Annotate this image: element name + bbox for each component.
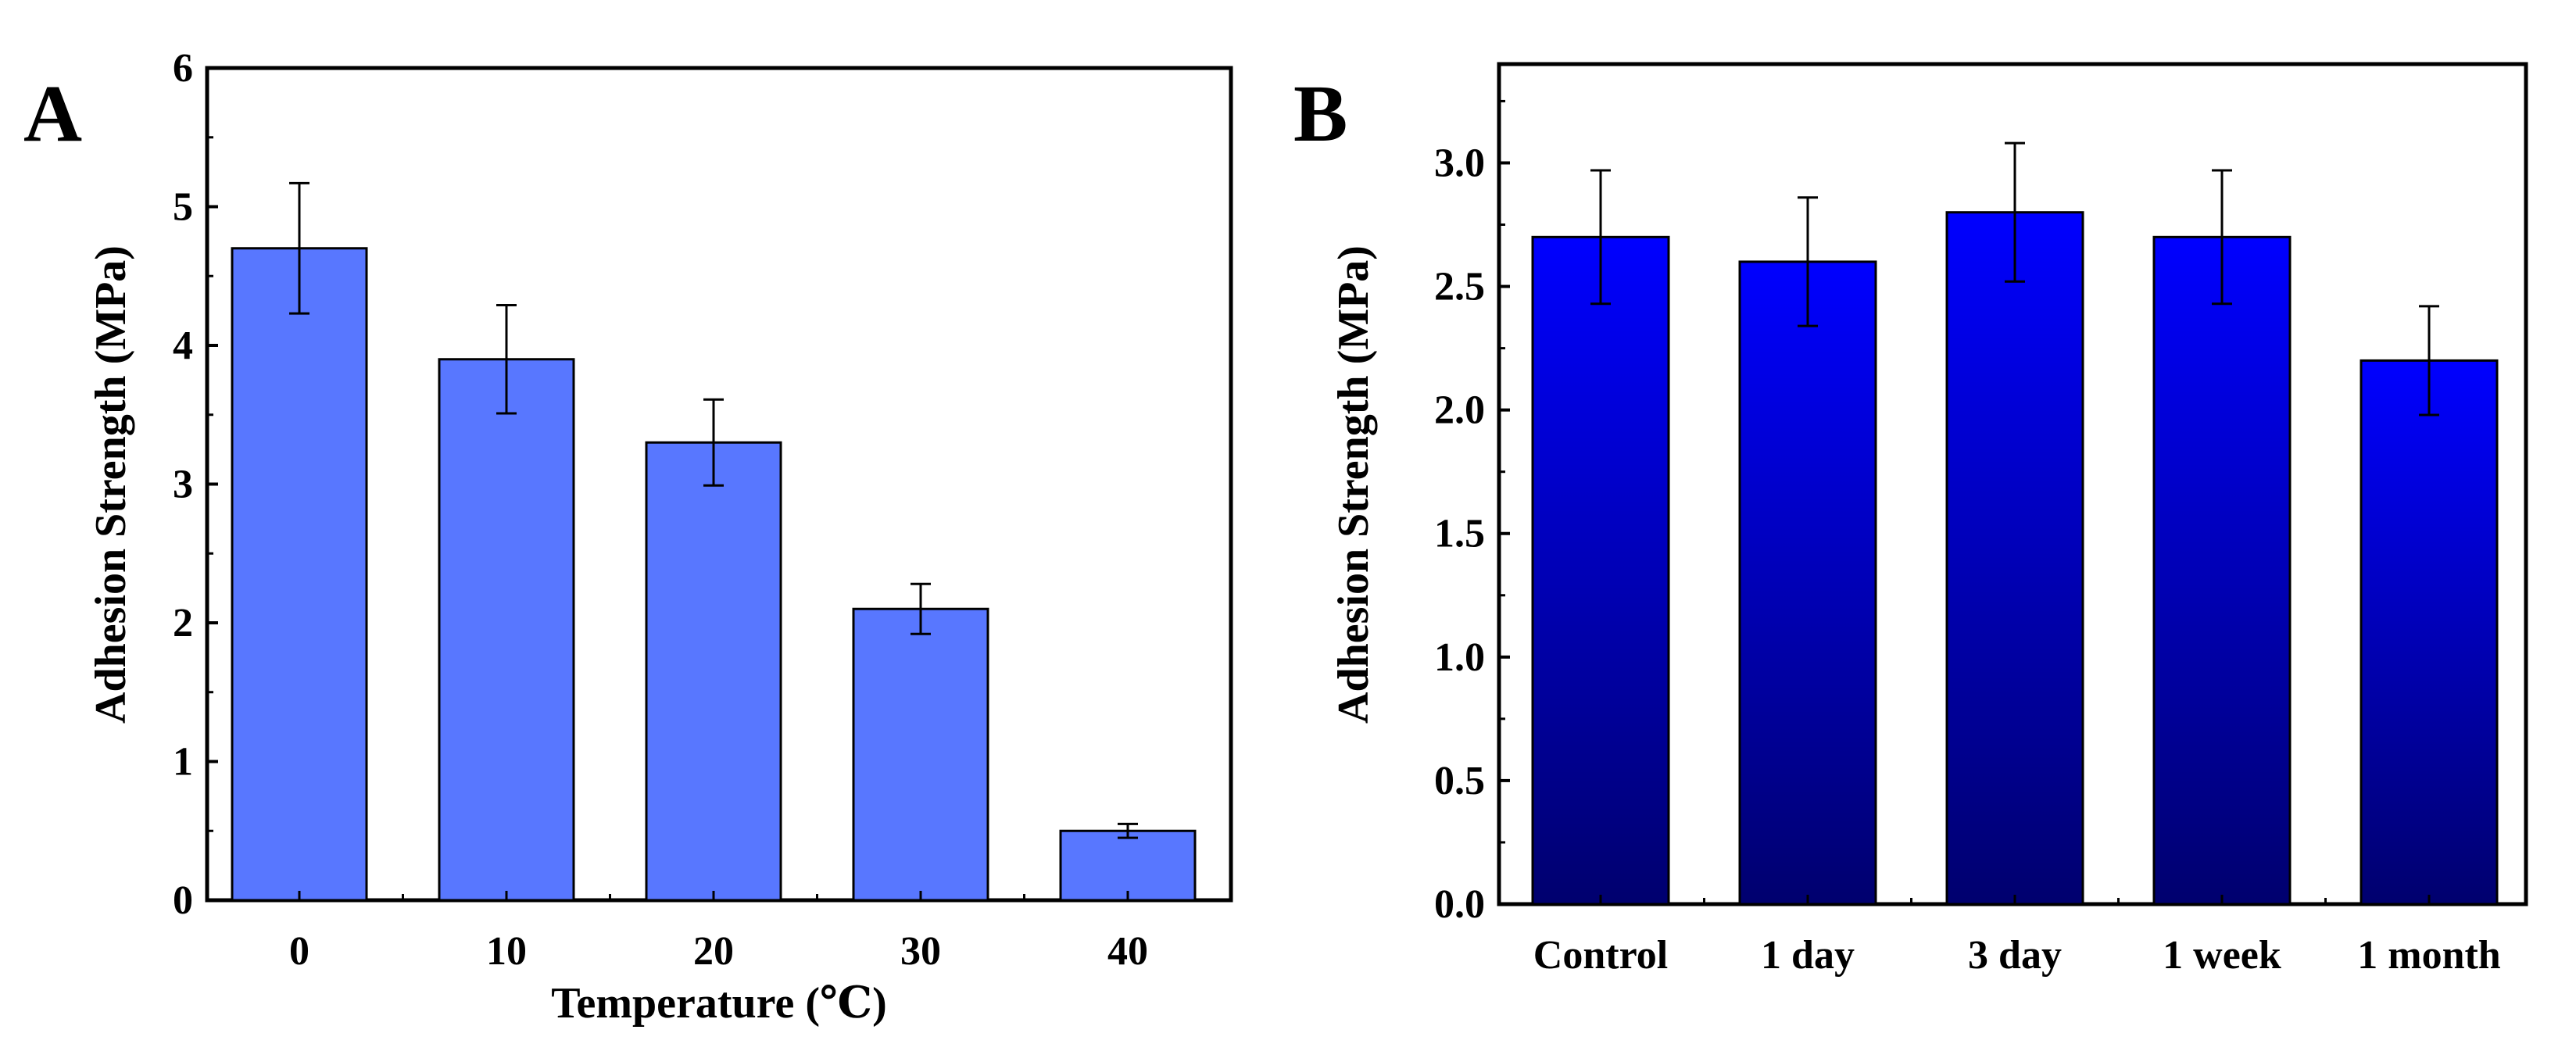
bars-b [1531,141,2499,906]
error-bar [703,398,724,487]
error-bar [911,582,931,635]
x-tick-label: 20 [693,929,734,974]
y-tick-label: 5 [173,185,193,230]
y-axis-title-b: Adhesion Strength (MPa) [1329,245,1378,724]
y-axis-a: 0 1 2 3 4 5 6 [173,46,218,923]
x-axis-a: 0 10 20 30 40 [289,891,1148,974]
x-tick-label: 0 [289,929,309,974]
bar-40 [1059,829,1197,902]
chart-panel-b: B 0.0 0.5 1.0 1.5 2.0 2.5 3.0 Control 1 day 3 da… [1293,62,2528,978]
x-tick-label: 30 [900,929,941,974]
error-bar [2212,169,2232,306]
chart-panel-a: A 0 1 2 3 4 5 6 0 10 20 30 40 Adhesion Strength (M… [23,46,1233,1028]
y-tick-label: 4 [173,324,193,368]
y-tick-label: 2.0 [1434,388,1485,433]
y-tick-label: 0 [173,878,193,923]
bar-0 [231,247,368,902]
x-axis-b: Control 1 day 3 day 1 week 1 month [1533,895,2501,978]
bars-a [231,181,1197,902]
bar-1-month [2360,359,2499,906]
y-axis-title-a: Adhesion Strength (MPa) [87,245,135,724]
error-bar [2005,141,2025,283]
panel-label-b: B [1293,69,1347,159]
x-tick-label: 40 [1107,929,1148,974]
y-tick-label: 0.0 [1434,882,1485,927]
panel-label-a: A [23,69,82,159]
x-tick-label: 3 day [1968,933,2062,978]
y-tick-label: 2.5 [1434,265,1485,309]
bar-3-day [1945,211,2084,906]
bar-1-day [1738,260,1877,906]
error-bar [1590,169,1611,306]
y-tick-label: 6 [173,46,193,91]
x-axis-title-a: Temperature (℃) [551,979,886,1028]
x-tick-label: 1 day [1761,933,1855,978]
y-tick-label: 1 [173,740,193,785]
x-tick-label: 1 month [2357,933,2501,978]
error-bar [1118,822,1138,839]
y-tick-label: 3 [173,463,193,507]
x-tick-label: 10 [486,929,527,974]
x-tick-label: 1 week [2163,933,2281,978]
bar-control [1531,235,1670,906]
y-tick-label: 1.0 [1434,635,1485,680]
error-bar [2419,305,2439,417]
error-bar [289,181,309,315]
y-tick-label: 2 [173,601,193,645]
y-axis-b: 0.0 0.5 1.0 1.5 2.0 2.5 3.0 [1434,99,1510,927]
bar-20 [645,441,782,902]
error-bar [1798,196,1818,327]
y-tick-label: 0.5 [1434,759,1485,803]
bar-30 [852,607,989,902]
y-tick-label: 3.0 [1434,141,1485,185]
y-tick-label: 1.5 [1434,512,1485,556]
bar-1-week [2152,235,2292,906]
x-tick-label: Control [1533,933,1668,978]
bar-10 [438,358,575,902]
error-bar [496,304,517,415]
